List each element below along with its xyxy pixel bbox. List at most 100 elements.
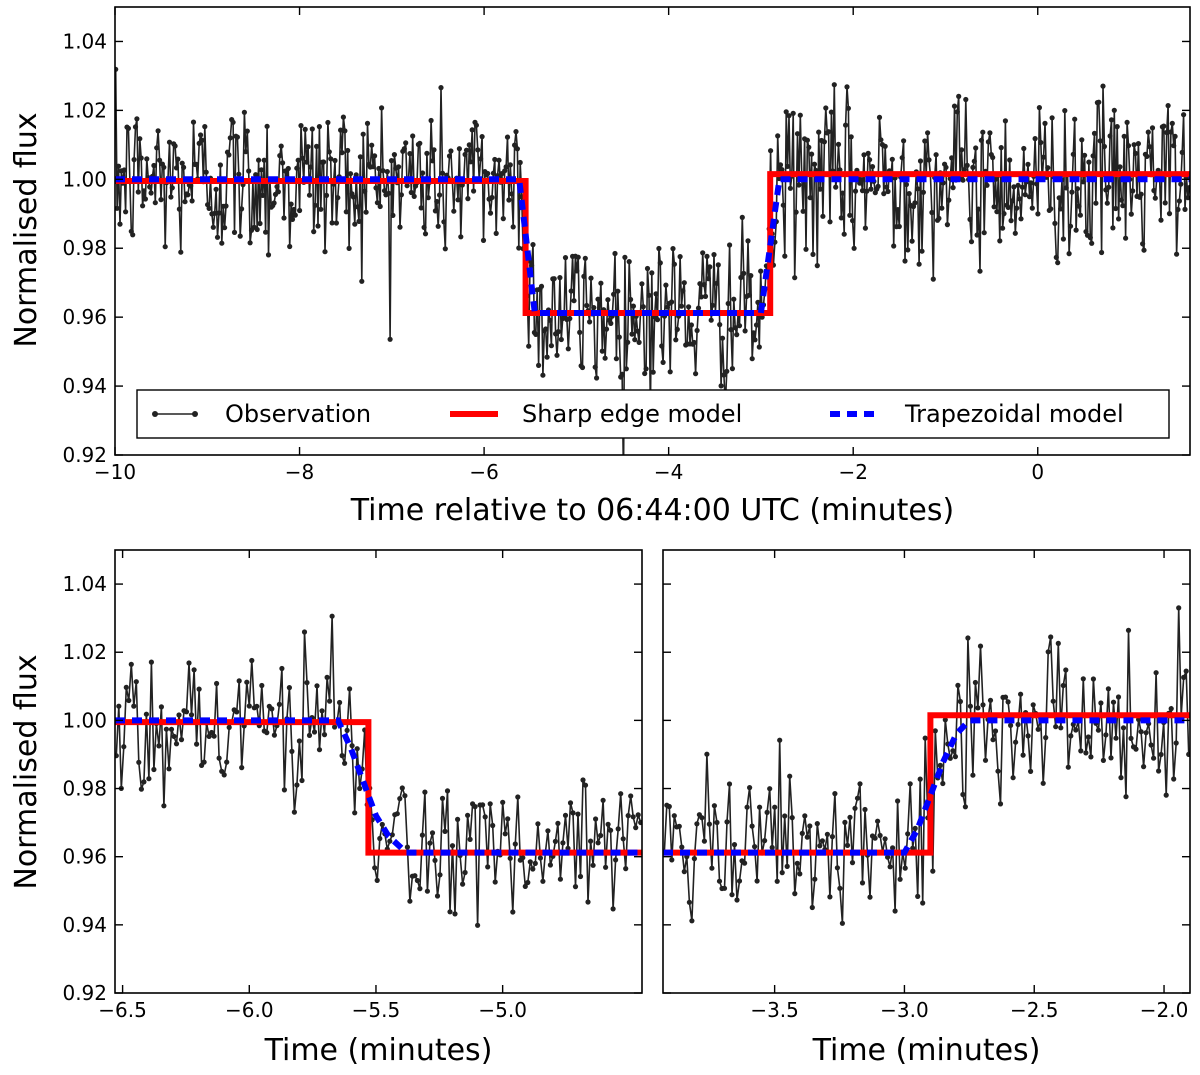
observation-point (437, 192, 443, 198)
observation-point (1000, 225, 1006, 231)
observation-point (1053, 254, 1059, 260)
x-axis-label: Time (minutes) (812, 1033, 1041, 1068)
observation-point (399, 785, 405, 791)
observation-point (206, 733, 212, 740)
observation-point (666, 803, 672, 810)
observation-point (807, 195, 813, 201)
observation-point (744, 804, 750, 810)
observation-point (181, 164, 187, 170)
observation-point (269, 706, 275, 712)
observation-point (620, 836, 626, 842)
trapezoidal-model-line (115, 176, 1190, 316)
observation-point (131, 703, 137, 709)
observation-point (431, 147, 437, 153)
observation-point (731, 296, 737, 302)
observation-point (839, 920, 846, 926)
observation-point (1148, 742, 1154, 748)
observation-point (480, 237, 487, 243)
observation-point (264, 730, 270, 736)
y-tick-label: 1.00 (62, 167, 107, 191)
observation-point (749, 823, 755, 829)
observation-point (897, 876, 903, 882)
observation-point (152, 200, 158, 206)
observation-point (1168, 706, 1174, 712)
observation-point (625, 339, 631, 345)
observation-point (226, 724, 232, 731)
observation-point (816, 129, 822, 135)
observation-point (446, 153, 453, 159)
observation-point (1021, 145, 1027, 152)
observation-point (977, 643, 984, 649)
observation-point (895, 798, 901, 804)
observation-point (1138, 729, 1144, 735)
observation-point (792, 275, 798, 281)
observation-point (387, 336, 393, 342)
observation-point (1017, 196, 1023, 202)
observation-point (787, 773, 793, 779)
y-tick-label: 0.96 (62, 305, 107, 329)
observation-point (868, 186, 874, 192)
axes-frame (114, 549, 643, 994)
observation-point (688, 322, 695, 328)
observation-point (859, 880, 866, 886)
trapezoidal-model-line (115, 717, 642, 856)
observation-point (994, 209, 1000, 215)
observation-point (749, 356, 755, 362)
observation-point (751, 330, 757, 336)
observation-point (1181, 674, 1187, 681)
observation-point (587, 319, 593, 325)
legend-label-sharp-edge: Sharp edge model (522, 400, 742, 428)
observation-point (557, 275, 563, 281)
observation-point (1019, 184, 1025, 190)
observation-point (679, 844, 685, 850)
observation-point (885, 188, 891, 195)
observation-point (987, 697, 994, 703)
observation-point (1149, 125, 1156, 131)
observation-point (216, 210, 222, 216)
observation-point (169, 185, 175, 191)
observation-point (438, 85, 444, 91)
observation-point (887, 864, 893, 870)
x-tick-label: −2.0 (1140, 998, 1189, 1022)
x-tick-label: −3.5 (750, 998, 799, 1022)
observation-point (715, 262, 721, 268)
observation-point (613, 356, 620, 362)
observation-point (143, 711, 149, 717)
observation-point (1173, 740, 1179, 746)
observation-point (719, 335, 726, 341)
observation-point (244, 679, 250, 685)
observation-point (748, 273, 754, 279)
observation-point (411, 193, 417, 199)
observation-point (1176, 605, 1182, 611)
observation-point (1033, 181, 1040, 187)
observation-point (817, 843, 823, 849)
observation-point (1125, 627, 1132, 633)
observation-point (346, 245, 352, 251)
observation-point (803, 246, 809, 252)
observation-point (872, 835, 878, 841)
axes-frame (662, 549, 1191, 994)
observation-point (729, 892, 735, 898)
observation-point (639, 281, 645, 287)
observation-point (997, 801, 1004, 807)
observation-point (141, 779, 147, 785)
observation-point (981, 230, 987, 236)
observation-point (739, 214, 745, 220)
observation-point (463, 147, 470, 153)
observation-point (831, 82, 837, 88)
observation-point (756, 344, 762, 350)
observation-point (1123, 235, 1129, 241)
x-tick-label: −8 (285, 460, 314, 484)
observation-point (980, 702, 986, 708)
observation-point (844, 842, 851, 849)
observation-point (809, 904, 815, 911)
observation-point (493, 230, 499, 236)
observation-point (1087, 235, 1093, 241)
observation-point (942, 717, 948, 723)
observation-point (1171, 776, 1177, 782)
observation-point (146, 776, 152, 782)
observation-point (1005, 204, 1011, 210)
observation-point (595, 296, 601, 302)
observation-point (721, 885, 728, 891)
observation-point (221, 772, 227, 778)
